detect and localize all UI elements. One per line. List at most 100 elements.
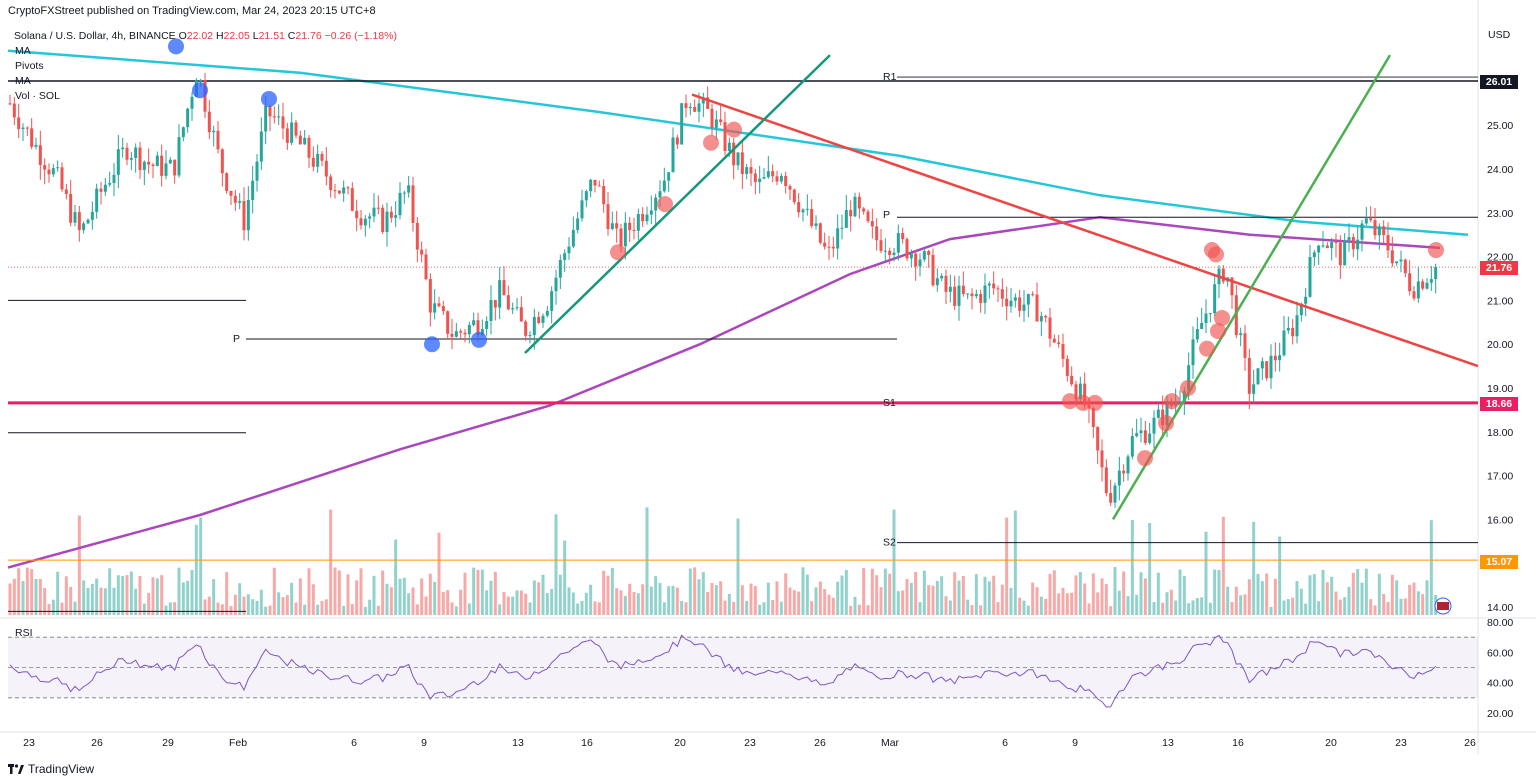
volume-bar (1256, 573, 1260, 615)
volume-bar (1117, 590, 1121, 615)
indicator-volume[interactable]: Vol · SOL (15, 90, 60, 102)
volume-bar (8, 583, 12, 615)
candle-body (1330, 242, 1334, 249)
volume-bar (398, 578, 402, 615)
volume-bar (810, 601, 814, 615)
volume-bar (879, 587, 883, 615)
candle-body (645, 214, 649, 222)
candle-body (1295, 315, 1299, 337)
volume-bar (459, 589, 463, 615)
volume-bar (164, 605, 168, 615)
time-tick: 13 (1162, 737, 1174, 749)
volume-bar (212, 579, 216, 615)
volume-bar (992, 575, 996, 615)
volume-bar (285, 595, 289, 615)
candle-body (814, 223, 818, 226)
candle-body (355, 210, 359, 219)
time-tick: 9 (421, 737, 427, 749)
volume-bar (381, 570, 385, 615)
volume-bar (17, 568, 21, 615)
volume-bar (636, 593, 640, 615)
price-tick: 14.00 (1487, 602, 1513, 614)
volume-bar (346, 574, 350, 615)
volume-bar (693, 567, 697, 615)
time-tick: 13 (512, 737, 524, 749)
price-tag-last: 21.76 (1480, 261, 1518, 275)
candle-body (454, 331, 458, 337)
candle-body (441, 306, 445, 312)
candle-body (935, 278, 939, 286)
volume-bar (233, 594, 237, 615)
candle-body (1074, 384, 1078, 400)
volume-bar (1403, 598, 1407, 615)
time-tick: 23 (744, 737, 756, 749)
candle-body (199, 80, 203, 82)
uptrend-line-1 (524, 54, 831, 354)
close-value: 21.76 (295, 30, 322, 42)
volume-bar (394, 539, 398, 615)
volume-bar (155, 578, 159, 615)
candle-body (138, 147, 142, 170)
volume-bar (498, 604, 502, 615)
open-label: O (178, 30, 187, 42)
volume-bar (771, 599, 775, 615)
volume-bar (277, 592, 281, 615)
volume-bar (563, 540, 567, 615)
candle-body (389, 211, 393, 218)
volume-bar (116, 575, 120, 615)
volume-bar (203, 599, 207, 615)
candle-body (1260, 361, 1264, 369)
volume-bar (1395, 580, 1399, 615)
volume-bar (1091, 573, 1095, 615)
volume-bar (1152, 602, 1156, 615)
volume-bar (502, 592, 506, 615)
volume-bar (1065, 593, 1069, 615)
volume-bar (103, 588, 107, 615)
candle-body (914, 253, 918, 267)
indicator-ma-1[interactable]: MA (15, 45, 31, 57)
volume-bar (654, 576, 658, 615)
candle-body (108, 183, 112, 185)
volume-bar (606, 575, 610, 615)
candle-body (827, 246, 831, 248)
volume-bar (389, 587, 393, 615)
symbol-name[interactable]: Solana / U.S. Dollar, 4h, BINANCE (14, 30, 176, 42)
candle-body (623, 222, 627, 247)
volume-bar (220, 604, 224, 615)
volume-bar (589, 584, 593, 615)
candle-body (1429, 279, 1433, 283)
candle-body (229, 191, 233, 196)
candle-body (554, 277, 558, 292)
time-tick: 16 (1232, 737, 1244, 749)
candle-body (1100, 450, 1104, 468)
candle-body (701, 97, 705, 104)
volume-bar (1239, 595, 1243, 615)
candle-body (797, 202, 801, 213)
volume-bar (1096, 592, 1100, 615)
candle-body (753, 173, 757, 183)
volume-bar (1416, 591, 1420, 615)
candle-body (1243, 333, 1247, 358)
candle-body (1334, 242, 1338, 244)
candle-body (363, 218, 367, 226)
volume-bar (1312, 574, 1316, 615)
time-tick: 29 (162, 737, 174, 749)
candle-body (766, 171, 770, 178)
volume-bar (805, 574, 809, 615)
indicator-ma-2[interactable]: MA (15, 75, 31, 87)
candle-body (866, 211, 870, 222)
time-tick: 23 (1395, 737, 1407, 749)
indicator-rsi[interactable]: RSI (15, 627, 33, 639)
volume-bar (1052, 570, 1056, 615)
candle-body (303, 137, 307, 145)
indicator-pivots[interactable]: Pivots (15, 60, 44, 72)
candle-body (1416, 281, 1420, 299)
tradingview-footer[interactable]: TradingView (8, 762, 94, 776)
volume-bar (723, 600, 727, 615)
candle-body (398, 192, 402, 216)
candle-body (1208, 313, 1212, 315)
volume-bar (1390, 574, 1394, 615)
red-marker (1164, 393, 1180, 410)
volume-bar (173, 602, 177, 615)
